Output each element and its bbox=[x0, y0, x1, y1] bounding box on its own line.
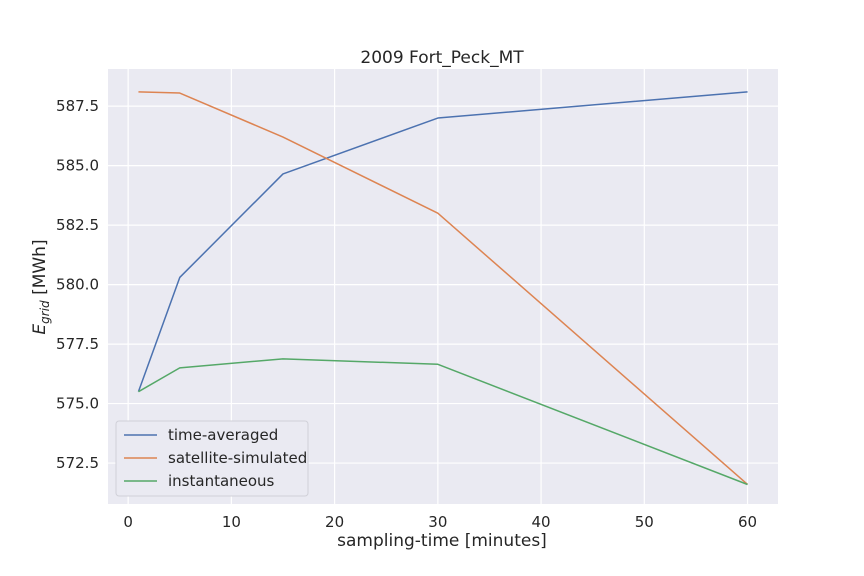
x-tick-label: 0 bbox=[123, 513, 133, 531]
legend: time-averaged satellite-simulated instanta… bbox=[115, 420, 309, 497]
chart-title: 2009 Fort_Peck_MT bbox=[360, 48, 524, 68]
x-tick-label: 40 bbox=[532, 513, 551, 531]
x-tick-label: 30 bbox=[428, 513, 447, 531]
y-tick-labels: 572.5 575.0 577.5 580.0 582.5 585.0 587.5 bbox=[56, 97, 99, 472]
y-tick-label: 572.5 bbox=[56, 454, 99, 472]
series-line-satellite-simulated bbox=[138, 91, 749, 486]
x-tick-label: 50 bbox=[635, 513, 654, 531]
legend-label: instantaneous bbox=[168, 472, 275, 490]
y-axis-label-sub: grid bbox=[38, 300, 52, 324]
y-tick-label: 585.0 bbox=[56, 157, 99, 175]
legend-label: satellite-simulated bbox=[168, 449, 307, 467]
x-axis-label: sampling-time [minutes] bbox=[337, 531, 547, 551]
series-line-instantaneous bbox=[138, 358, 748, 486]
y-tick-label: 580.0 bbox=[56, 276, 99, 294]
legend-box bbox=[115, 420, 309, 497]
y-tick-label: 582.5 bbox=[56, 216, 99, 234]
y-tick-label: 587.5 bbox=[56, 97, 99, 115]
x-tick-label: 20 bbox=[325, 513, 344, 531]
y-tick-label: 575.0 bbox=[56, 395, 99, 413]
x-tick-label: 10 bbox=[222, 513, 241, 531]
series-line-time-averaged bbox=[137, 91, 748, 392]
series-lines bbox=[137, 91, 749, 486]
legend-label: time-averaged bbox=[168, 426, 278, 444]
y-axis-label-main: E bbox=[30, 324, 50, 335]
y-tick-label: 577.5 bbox=[56, 335, 99, 353]
x-tick-labels: 0 10 20 30 40 50 60 bbox=[123, 513, 757, 531]
x-tick-label: 60 bbox=[738, 513, 757, 531]
y-axis-label-unit: [MWh] bbox=[30, 239, 50, 300]
y-axis-label: Egrid [MWh] bbox=[30, 239, 52, 334]
